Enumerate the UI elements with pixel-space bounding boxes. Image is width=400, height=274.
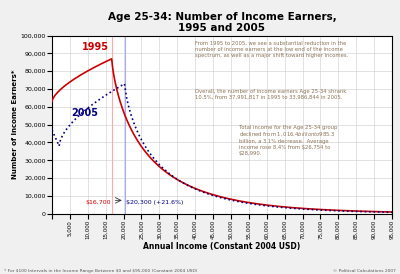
Text: From 1995 to 2005, we see a substantial reduction in the
number of income earner: From 1995 to 2005, we see a substantial …: [195, 41, 348, 58]
Text: Overall, the number of income earners Age 25-34 shrank
10.5%, from 37,991,817 in: Overall, the number of income earners Ag…: [195, 89, 346, 100]
Text: * For $100 Intervals in the Income Range Between $0 and $95,000 (Constant 2004 U: * For $100 Intervals in the Income Range…: [4, 269, 197, 273]
Y-axis label: Number of Income Earners*: Number of Income Earners*: [12, 70, 18, 179]
Text: 2005: 2005: [72, 108, 99, 118]
Title: Age 25-34: Number of Income Earners,
1995 and 2005: Age 25-34: Number of Income Earners, 199…: [108, 12, 336, 33]
Text: $20,300 (+21.6%): $20,300 (+21.6%): [126, 200, 184, 205]
Text: $16,700: $16,700: [86, 200, 111, 205]
Text: 1995: 1995: [82, 42, 110, 52]
Text: © Political Calculations 2007: © Political Calculations 2007: [333, 269, 396, 273]
Text: Total income for the Age 25-34 group
declined from $1,016.4 billion to $985.3
bi: Total income for the Age 25-34 group dec…: [239, 125, 337, 156]
X-axis label: Annual Income (Constant 2004 USD): Annual Income (Constant 2004 USD): [143, 242, 301, 251]
